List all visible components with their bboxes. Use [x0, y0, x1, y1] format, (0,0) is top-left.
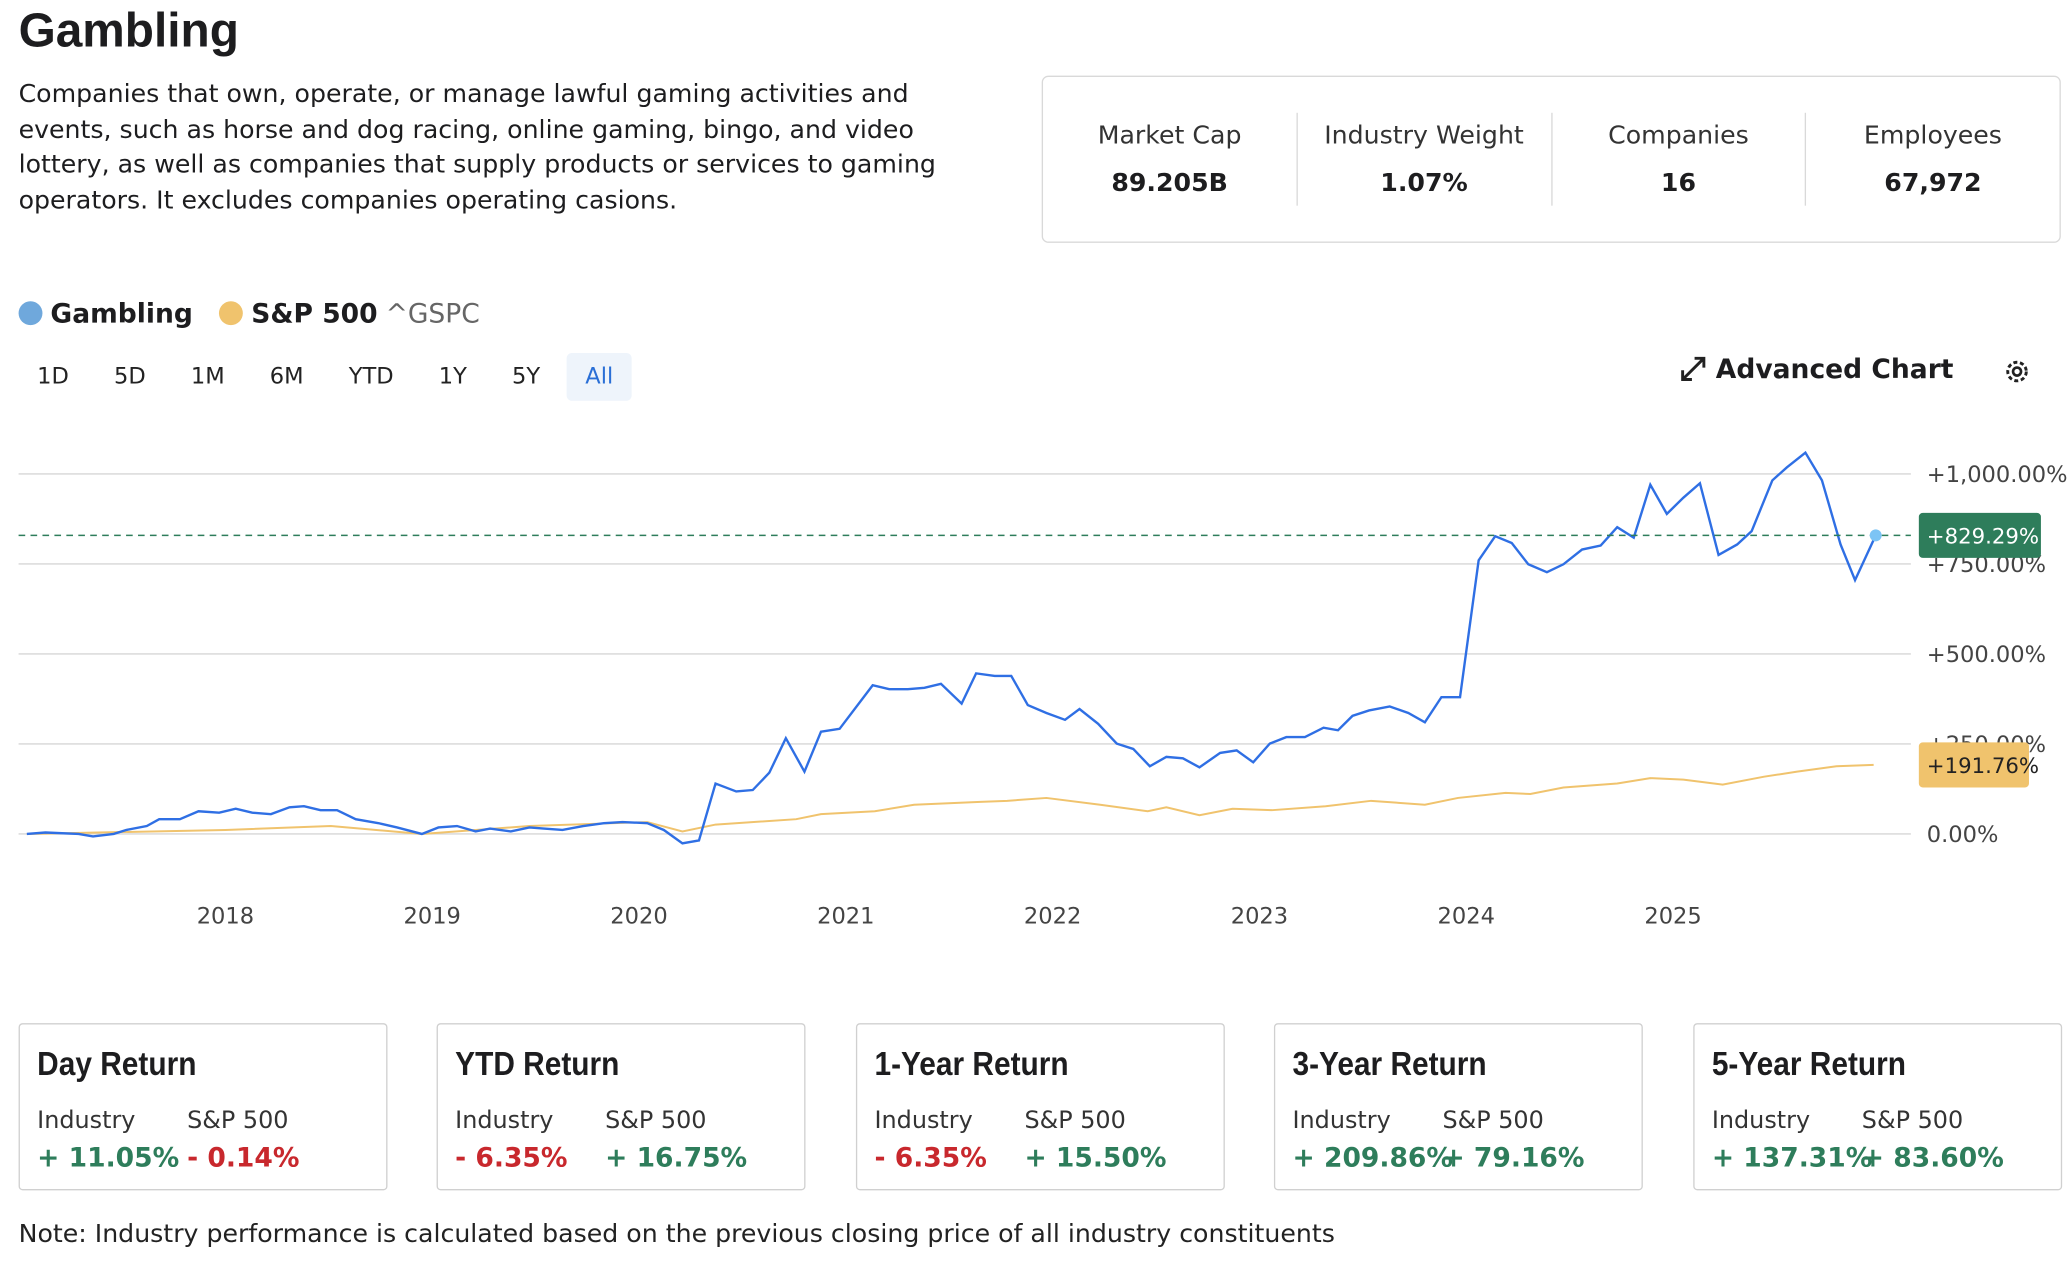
x-tick-label: 2025	[1644, 904, 1701, 930]
x-tick-label: 2019	[404, 904, 461, 930]
range-button[interactable]: All	[566, 352, 632, 401]
badge-bg	[1918, 742, 2029, 788]
note: Note: Industry performance is calculated…	[18, 1219, 1335, 1249]
legend-dot	[219, 301, 244, 326]
stat-value: 16	[1660, 168, 1697, 198]
stat-label: Industry Weight	[1324, 120, 1524, 150]
range-button[interactable]: YTD	[348, 363, 394, 391]
card-industry-value: + 209.86%	[1292, 1141, 1453, 1174]
stat: Employees 67,972	[1805, 112, 2059, 206]
card-sp-label: S&P 500	[605, 1106, 707, 1135]
x-tick-label: 2024	[1438, 904, 1495, 930]
legend-label: S&P 500	[251, 297, 378, 330]
card-title: 1-Year Return	[874, 1045, 1069, 1083]
return-card: 1-Year Return Industry S&P 500 - 6.35% + 15.…	[855, 1023, 1225, 1191]
badge-label: +191.76%	[1927, 754, 2039, 779]
chart: 0.00%+250.00%+500.00%+750.00%+1,000.00%2…	[18, 450, 2068, 930]
badge-label: +829.29%	[1927, 524, 2039, 549]
card-sp-value: + 16.75%	[605, 1141, 748, 1174]
card-title: 5-Year Return	[1711, 1045, 1906, 1083]
range-button[interactable]: 1D	[37, 363, 69, 391]
card-industry-label: Industry	[455, 1106, 554, 1135]
card-sp-value: - 0.14%	[187, 1141, 300, 1174]
card-industry-value: + 11.05%	[37, 1141, 180, 1174]
series-line	[26, 763, 1874, 835]
stat-label: Employees	[1863, 120, 2002, 150]
stats-box: Market Cap 89.205B Industry Weight 1.07% Com…	[1041, 75, 2061, 243]
title: Gambling	[18, 2, 239, 58]
stat-value: 67,972	[1884, 168, 1982, 198]
x-tick-label: 2023	[1231, 904, 1288, 930]
range-button[interactable]: 1Y	[438, 363, 467, 391]
card-title: Day Return	[37, 1045, 197, 1083]
x-tick-label: 2020	[610, 904, 667, 930]
y-tick-label: 0.00%	[1927, 822, 1999, 848]
badge-bg	[1918, 512, 2041, 558]
range-buttons: 1D 5D 1M 6M YTD 1Y 5Y All	[19, 352, 640, 401]
card-sp-label: S&P 500	[187, 1106, 289, 1135]
card-industry-value: + 137.31%	[1711, 1141, 1873, 1174]
card-sp-label: S&P 500	[1861, 1106, 1964, 1135]
last-point	[1869, 529, 1882, 542]
legend: Gambling S&P 500 ^GSPC	[18, 297, 480, 330]
y-tick-label: +1,000.00%	[1927, 462, 2068, 488]
card-title: YTD Return	[455, 1045, 620, 1083]
legend-dot	[18, 301, 43, 326]
return-card: 5-Year Return Industry S&P 500 + 137.31% + 8…	[1693, 1023, 2063, 1191]
return-card: YTD Return Industry S&P 500 - 6.35% + 16.75%	[436, 1023, 806, 1191]
range-button[interactable]: 5Y	[512, 363, 541, 391]
y-tick-label: +500.00%	[1927, 642, 2046, 668]
series-line	[26, 450, 1877, 845]
return-card: 3-Year Return Industry S&P 500 + 209.86% + 7…	[1273, 1023, 1643, 1191]
return-card: Day Return Industry S&P 500 + 11.05% - 0.14%	[18, 1023, 388, 1191]
card-industry-value: - 6.35%	[874, 1141, 987, 1174]
card-sp-label: S&P 500	[1442, 1106, 1544, 1135]
legend-ticker: ^GSPC	[385, 297, 480, 330]
stat: Companies 16	[1550, 112, 1805, 206]
x-tick-label: 2022	[1024, 904, 1081, 930]
stat: Market Cap 89.205B	[1043, 113, 1296, 206]
legend-label: Gambling	[50, 297, 193, 330]
range-button[interactable]: 1M	[190, 363, 225, 391]
x-tick-label: 2018	[197, 904, 254, 930]
advanced-chart[interactable]: Advanced Chart	[1679, 352, 1954, 385]
range-button[interactable]: 6M	[269, 363, 304, 391]
card-industry-label: Industry	[1292, 1106, 1391, 1135]
settings-icon[interactable]	[2001, 356, 2033, 388]
card-industry-value: - 6.35%	[455, 1141, 568, 1174]
card-sp-value: + 15.50%	[1024, 1141, 1167, 1174]
x-tick-label: 2021	[817, 904, 874, 930]
advanced-chart-label: Advanced Chart	[1715, 352, 1954, 385]
card-sp-value: + 79.16%	[1442, 1141, 1585, 1174]
stat-label: Market Cap	[1097, 120, 1242, 150]
card-industry-label: Industry	[37, 1106, 136, 1135]
card-industry-label: Industry	[874, 1106, 973, 1135]
card-sp-value: + 83.60%	[1861, 1141, 2004, 1174]
stat-value: 89.205B	[1111, 168, 1228, 198]
description: Companies that own, operate, or manage l…	[18, 79, 936, 215]
card-industry-label: Industry	[1711, 1106, 1811, 1135]
stat: Industry Weight 1.07%	[1296, 112, 1550, 206]
value-badge: +191.76%	[1918, 742, 2039, 788]
range-button[interactable]: 5D	[113, 363, 146, 391]
value-badge: +829.29%	[1918, 512, 2041, 558]
card-title: 3-Year Return	[1292, 1045, 1487, 1083]
stat-value: 1.07%	[1380, 168, 1468, 198]
card-sp-label: S&P 500	[1024, 1106, 1126, 1135]
expand-icon	[1681, 356, 1706, 381]
stat-label: Companies	[1608, 120, 1749, 150]
